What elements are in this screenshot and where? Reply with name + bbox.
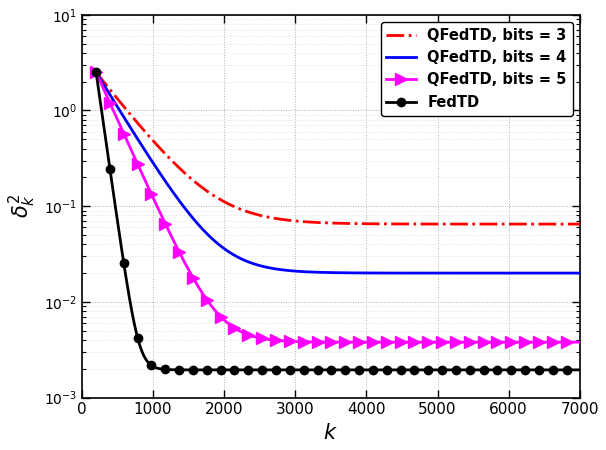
QFedTD, bits = 5 (93, 70, 100, 75)
FedTD (245, 367, 253, 373)
FedTD (229, 367, 236, 373)
QFedTD, bits = 4 (245, 260, 253, 265)
Legend: QFedTD, bits = 3, QFedTD, bits = 4, QFedTD, bits = 5, FedTD: QFedTD, bits = 3, QFedTD, bits = 4, QFed… (381, 22, 573, 116)
FedTD (411, 367, 418, 373)
QFedTD, bits = 3 (576, 221, 584, 227)
QFedTD, bits = 5 (469, 339, 476, 345)
QFedTD, bits = 4 (410, 270, 418, 276)
QFedTD, bits = 4 (469, 270, 476, 276)
QFedTD, bits = 5 (229, 324, 236, 329)
FedTD (93, 70, 100, 75)
FedTD (357, 367, 364, 373)
Line: QFedTD, bits = 3: QFedTD, bits = 3 (96, 72, 580, 224)
FedTD (529, 367, 536, 373)
QFedTD, bits = 4 (576, 270, 584, 276)
Y-axis label: $\delta_k^2$: $\delta_k^2$ (7, 194, 38, 218)
QFedTD, bits = 3 (245, 210, 253, 215)
FedTD (211, 367, 218, 373)
X-axis label: $k$: $k$ (324, 423, 338, 443)
QFedTD, bits = 3 (93, 70, 100, 75)
FedTD (576, 367, 584, 373)
QFedTD, bits = 4 (528, 270, 536, 276)
QFedTD, bits = 3 (528, 221, 536, 227)
Line: QFedTD, bits = 4: QFedTD, bits = 4 (96, 72, 580, 273)
QFedTD, bits = 5 (245, 333, 253, 338)
QFedTD, bits = 3 (229, 203, 236, 208)
Line: QFedTD, bits = 5: QFedTD, bits = 5 (90, 66, 586, 348)
QFedTD, bits = 5 (576, 339, 584, 345)
Line: FedTD: FedTD (92, 68, 584, 374)
QFedTD, bits = 5 (211, 307, 218, 312)
QFedTD, bits = 5 (410, 339, 418, 345)
QFedTD, bits = 4 (211, 238, 218, 243)
QFedTD, bits = 4 (93, 70, 100, 75)
QFedTD, bits = 5 (528, 339, 536, 345)
QFedTD, bits = 3 (469, 221, 476, 227)
QFedTD, bits = 4 (229, 252, 236, 257)
FedTD (470, 367, 477, 373)
QFedTD, bits = 3 (211, 194, 218, 199)
QFedTD, bits = 3 (410, 221, 418, 227)
